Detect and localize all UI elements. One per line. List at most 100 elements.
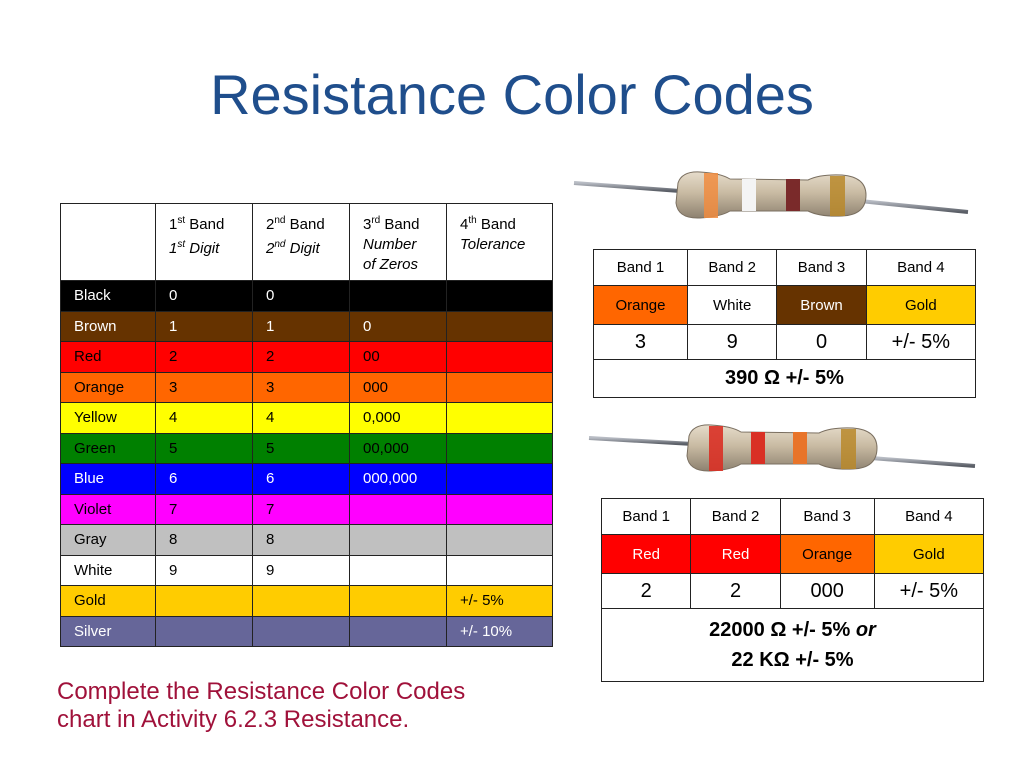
second-digit-cell: 2: [252, 341, 350, 373]
resistor1-band-1: [704, 173, 718, 218]
example2-header-band-4: Band 4: [873, 498, 985, 535]
example2-result: 22000 Ω +/- 5% or 22 KΩ +/- 5%: [601, 608, 984, 682]
example1-header-band-2: Band 2: [686, 249, 778, 286]
example2-digit-row: 2 2 000 +/- 5%: [600, 573, 985, 609]
tolerance-cell: [446, 310, 553, 342]
example1-digit-row: 3 9 0 +/- 5%: [593, 324, 977, 360]
note-line-1: Complete the Resistance Color Codes: [57, 678, 466, 705]
example1-digit-1: 3: [593, 324, 688, 360]
tolerance-cell: [446, 371, 553, 403]
color-name-cell: Black: [60, 280, 156, 312]
tolerance-cell: [446, 493, 553, 525]
second-digit-cell: 1: [252, 310, 350, 342]
resistor1-band-4: [830, 176, 845, 216]
example-1-table: Band 1 Band 2 Band 3 Band 4 Orange White…: [593, 249, 977, 398]
color-name-cell: Red: [60, 341, 156, 373]
example1-digit-3: 0: [776, 324, 867, 360]
table-row: White 9 9: [60, 554, 553, 586]
example1-result: 390 Ω +/- 5%: [593, 359, 976, 398]
first-digit-cell: 5: [155, 432, 253, 464]
color-name-cell: Brown: [60, 310, 156, 342]
zeros-cell: [349, 280, 447, 312]
second-digit-cell: 0: [252, 280, 350, 312]
example1-header-band-4: Band 4: [865, 249, 977, 286]
second-digit-cell: [252, 615, 350, 647]
zeros-cell: [349, 493, 447, 525]
second-digit-cell: 5: [252, 432, 350, 464]
example1-digit-2: 9: [686, 324, 778, 360]
color-name-cell: Gold: [60, 585, 156, 617]
color-name-cell: Blue: [60, 463, 156, 495]
table-row: Red 2 2 00: [60, 341, 553, 373]
first-digit-cell: 2: [155, 341, 253, 373]
table-row: Green 5 5 00,000: [60, 432, 553, 464]
table-row: Yellow 4 4 0,000: [60, 402, 553, 434]
tolerance-cell: [446, 554, 553, 586]
color-name-cell: White: [60, 554, 156, 586]
table-row: Violet 7 7: [60, 493, 553, 525]
tolerance-cell: [446, 280, 553, 312]
lead-right: [859, 199, 969, 214]
first-digit-cell: 6: [155, 463, 253, 495]
zeros-cell: [349, 524, 447, 556]
color-name-cell: Violet: [60, 493, 156, 525]
example2-digit-2: 2: [690, 573, 781, 609]
zeros-cell: 00: [349, 341, 447, 373]
header-band-1: 1st Band 1st Digit: [155, 203, 253, 281]
color-code-table: 1st Band 1st Digit 2nd Band 2nd Digit 3r…: [60, 203, 553, 647]
color-name-cell: Gray: [60, 524, 156, 556]
page-title: Resistance Color Codes: [210, 63, 814, 126]
example1-header-row: Band 1 Band 2 Band 3 Band 4: [593, 249, 977, 286]
tolerance-cell: +/- 5%: [446, 585, 553, 617]
note-line-2: chart in Activity 6.2.3 Resistance.: [57, 706, 410, 733]
table-row: Black 0 0: [60, 280, 553, 312]
tolerance-cell: [446, 432, 553, 464]
second-digit-cell: 9: [252, 554, 350, 586]
color-name-cell: Green: [60, 432, 156, 464]
first-digit-cell: [155, 585, 253, 617]
example2-tolerance: +/- 5%: [873, 573, 985, 609]
example2-color-band-4: Gold: [873, 534, 985, 574]
example1-tolerance: +/- 5%: [865, 324, 977, 360]
zeros-cell: [349, 585, 447, 617]
table-row: Orange 3 3 000: [60, 371, 553, 403]
color-name-cell: Orange: [60, 371, 156, 403]
tolerance-cell: [446, 341, 553, 373]
example-2-table: Band 1 Band 2 Band 3 Band 4 Red Red Oran…: [600, 498, 985, 682]
zeros-cell: 000: [349, 371, 447, 403]
tolerance-cell: [446, 524, 553, 556]
first-digit-cell: 4: [155, 402, 253, 434]
zeros-cell: [349, 554, 447, 586]
example1-color-band-1: Orange: [593, 285, 688, 325]
header-band-4: 4th Band Tolerance: [446, 203, 553, 281]
resistor1-band-3: [786, 179, 800, 211]
example2-header-band-3: Band 3: [779, 498, 875, 535]
table-row: Gray 8 8: [60, 524, 553, 556]
lead-right: [870, 456, 976, 468]
example1-color-band-2: White: [686, 285, 778, 325]
second-digit-cell: 4: [252, 402, 350, 434]
first-digit-cell: [155, 615, 253, 647]
resistor2-band-2: [751, 432, 765, 464]
second-digit-cell: 8: [252, 524, 350, 556]
resistor-image-1: [573, 171, 969, 219]
activity-note: Complete the Resistance Color Codes char…: [57, 678, 465, 734]
zeros-cell: 00,000: [349, 432, 447, 464]
lead-left: [588, 436, 694, 446]
first-digit-cell: 0: [155, 280, 253, 312]
table-row: Silver +/- 10%: [60, 615, 553, 647]
resistor1-band-2: [742, 179, 756, 211]
first-digit-cell: 1: [155, 310, 253, 342]
example2-digit-1: 2: [600, 573, 692, 609]
zeros-cell: 0: [349, 310, 447, 342]
tolerance-cell: [446, 463, 553, 495]
zeros-cell: 000,000: [349, 463, 447, 495]
tolerance-cell: [446, 402, 553, 434]
example2-header-band-1: Band 1: [600, 498, 692, 535]
example1-header-band-1: Band 1: [593, 249, 688, 286]
lead-left: [573, 181, 681, 193]
example2-color-band-3: Orange: [779, 534, 875, 574]
second-digit-cell: 3: [252, 371, 350, 403]
first-digit-cell: 9: [155, 554, 253, 586]
table-row: Gold +/- 5%: [60, 585, 553, 617]
